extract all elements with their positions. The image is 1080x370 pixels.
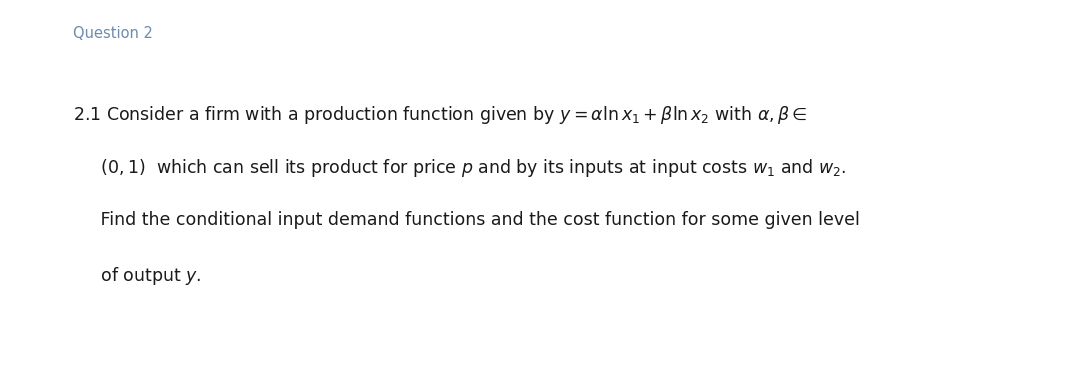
Text: Find the conditional input demand functions and the cost function for some given: Find the conditional input demand functi…: [73, 211, 861, 229]
Text: of output $y$.: of output $y$.: [73, 265, 202, 286]
Text: Question 2: Question 2: [73, 26, 153, 41]
Text: $(0,1)$  which can sell its product for price $p$ and by its inputs at input cos: $(0,1)$ which can sell its product for p…: [73, 157, 847, 179]
Text: 2.1 Consider a firm with a production function given by $y = \alpha \ln x_1 + \b: 2.1 Consider a firm with a production fu…: [73, 104, 808, 125]
